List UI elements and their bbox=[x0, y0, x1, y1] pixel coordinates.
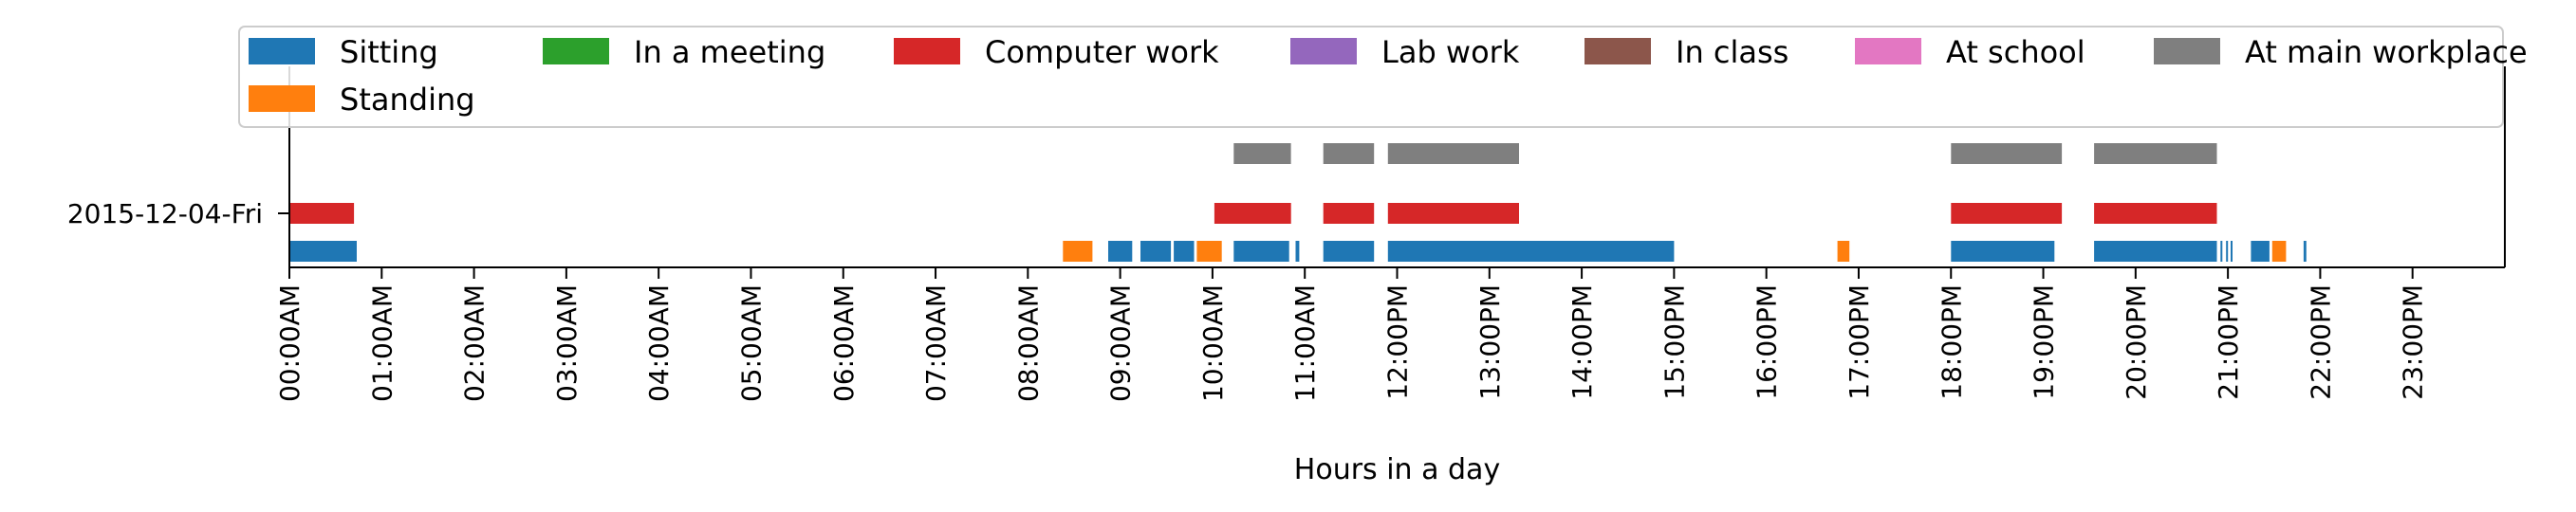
y-axis-ticks: 2015-12-04-Fri bbox=[67, 198, 289, 229]
bar-sitting-7 bbox=[1387, 241, 1675, 262]
y-tick-label: 2015-12-04-Fri bbox=[67, 198, 263, 229]
x-tick-label: 01:00AM bbox=[366, 284, 398, 402]
legend-label-in-class: In class bbox=[1676, 34, 1788, 70]
legend-swatch-at-school bbox=[1855, 38, 1921, 64]
legend-swatch-standing bbox=[249, 85, 315, 112]
x-tick-label: 04:00AM bbox=[643, 284, 675, 402]
bar-sitting-5 bbox=[1295, 241, 1300, 262]
x-tick-label: 15:00PM bbox=[1659, 284, 1690, 400]
legend-label-computer-work: Computer work bbox=[985, 34, 1219, 70]
legend-swatch-computer-work bbox=[894, 38, 960, 64]
x-tick-label: 22:00PM bbox=[2305, 284, 2336, 400]
bar-at-main-workplace-1 bbox=[1323, 143, 1375, 164]
bar-standing-1 bbox=[1196, 241, 1222, 262]
x-tick-label: 21:00PM bbox=[2213, 284, 2244, 400]
bar-standing-0 bbox=[1063, 241, 1093, 262]
legend-label-sitting: Sitting bbox=[340, 34, 438, 70]
bar-sitting-3 bbox=[1174, 241, 1195, 262]
bar-sitting-13 bbox=[2251, 241, 2270, 262]
bar-sitting-9 bbox=[2094, 241, 2217, 262]
bar-computer-work-3 bbox=[1387, 203, 1519, 224]
legend-frame bbox=[238, 26, 2504, 128]
bar-computer-work-1 bbox=[1214, 203, 1291, 224]
legend-swatch-lab-work bbox=[1290, 38, 1357, 64]
x-tick-label: 05:00AM bbox=[736, 284, 768, 402]
legend-swatch-in-class bbox=[1585, 38, 1651, 64]
x-axis-label: Hours in a day bbox=[1294, 453, 1500, 486]
bar-at-main-workplace-4 bbox=[2094, 143, 2217, 164]
bar-at-main-workplace-3 bbox=[1951, 143, 2063, 164]
legend: Sitting In a meeting Computer work Lab work… bbox=[238, 26, 2528, 128]
legend-label-lab-work: Lab work bbox=[1381, 34, 1520, 70]
bar-standing-2 bbox=[1837, 241, 1850, 262]
legend-swatch-in-a-meeting bbox=[543, 38, 609, 64]
legend-swatch-sitting bbox=[249, 38, 315, 64]
bar-sitting-1 bbox=[1108, 241, 1133, 262]
x-tick-label: 11:00AM bbox=[1289, 284, 1321, 402]
x-tick-label: 18:00PM bbox=[1936, 284, 1967, 400]
legend-label-standing: Standing bbox=[340, 82, 475, 118]
x-tick-label: 00:00AM bbox=[274, 284, 306, 402]
x-tick-label: 07:00AM bbox=[920, 284, 952, 402]
bar-sitting-0 bbox=[289, 241, 357, 262]
x-tick-label: 16:00PM bbox=[1751, 284, 1783, 400]
bar-sitting-2 bbox=[1140, 241, 1172, 262]
bar-sitting-11 bbox=[2226, 241, 2229, 262]
bar-at-main-workplace-2 bbox=[1387, 143, 1519, 164]
x-tick-label: 02:00AM bbox=[459, 284, 491, 402]
x-tick-label: 03:00AM bbox=[551, 284, 583, 402]
x-tick-label: 23:00PM bbox=[2398, 284, 2429, 400]
bar-computer-work-2 bbox=[1323, 203, 1375, 224]
bar-standing-3 bbox=[2271, 241, 2287, 262]
x-tick-label: 14:00PM bbox=[1566, 284, 1598, 400]
legend-label-in-a-meeting: In a meeting bbox=[634, 34, 825, 70]
bar-sitting-12 bbox=[2231, 241, 2233, 262]
x-tick-label: 20:00PM bbox=[2121, 284, 2152, 400]
x-tick-label: 08:00AM bbox=[1012, 284, 1044, 402]
legend-label-at-main-workplace: At main workplace bbox=[2245, 34, 2528, 70]
bar-sitting-8 bbox=[1951, 241, 2055, 262]
x-tick-label: 17:00PM bbox=[1844, 284, 1875, 400]
legend-swatch-at-main-workplace bbox=[2154, 38, 2220, 64]
bar-computer-work-0 bbox=[289, 203, 355, 224]
bar-computer-work-4 bbox=[1951, 203, 2063, 224]
bar-sitting-6 bbox=[1323, 241, 1375, 262]
x-tick-label: 13:00PM bbox=[1474, 284, 1506, 400]
bar-computer-work-5 bbox=[2094, 203, 2217, 224]
x-axis-ticks: 00:00AM 01:00AM 02:00AM 03:00AM 04:00AM 05:00… bbox=[274, 267, 2429, 402]
x-tick-label: 19:00PM bbox=[2029, 284, 2060, 400]
x-tick-label: 10:00AM bbox=[1197, 284, 1229, 402]
x-tick-label: 09:00AM bbox=[1105, 284, 1137, 402]
x-tick-label: 12:00PM bbox=[1382, 284, 1414, 400]
bar-at-main-workplace-0 bbox=[1233, 143, 1291, 164]
bar-sitting-10 bbox=[2220, 241, 2223, 262]
bar-sitting-4 bbox=[1233, 241, 1289, 262]
bar-sitting-14 bbox=[2303, 241, 2307, 262]
activity-bars bbox=[289, 143, 2307, 262]
x-tick-label: 06:00AM bbox=[828, 284, 860, 402]
legend-label-at-school: At school bbox=[1946, 34, 2085, 70]
